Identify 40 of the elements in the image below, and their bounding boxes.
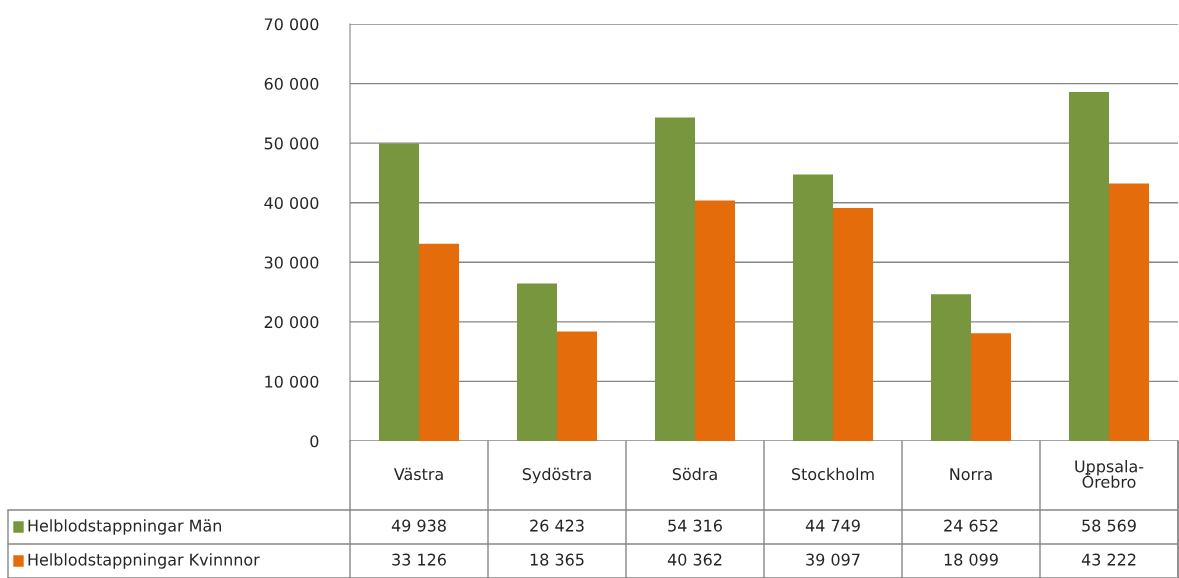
y-tick-label: 20 000 <box>264 316 319 329</box>
bar <box>557 331 598 441</box>
x-tick-label: Norra <box>950 468 992 481</box>
bar <box>516 283 557 441</box>
x-tick-label: Västra <box>393 467 443 481</box>
x-tick-label: Uppsala-Örebro <box>1075 460 1144 488</box>
y-tick-label: 0 <box>310 435 319 448</box>
y-tick-label: 40 000 <box>264 196 319 210</box>
data-label: 33 126 <box>392 553 446 566</box>
x-tick-label: Södra <box>672 467 717 481</box>
bar <box>971 333 1012 441</box>
data-label: 58 569 <box>1082 519 1136 532</box>
bar <box>654 117 695 441</box>
bar <box>930 294 971 441</box>
data-label: 24 652 <box>944 519 998 532</box>
legend-label: Helblodstappningar Kvinnnor <box>28 553 260 569</box>
data-label: 49 938 <box>391 519 446 532</box>
y-tick-label: 70 000 <box>264 18 319 31</box>
y-tick-label: 50 000 <box>264 137 319 150</box>
y-tick-label: 30 000 <box>264 256 319 269</box>
data-label: 18 365 <box>530 553 584 566</box>
bar <box>1109 183 1150 441</box>
bar <box>792 174 833 441</box>
bar <box>695 200 736 441</box>
data-label: 43 222 <box>1081 553 1136 566</box>
data-label: 26 423 <box>530 519 584 532</box>
data-label: 40 362 <box>667 553 722 566</box>
y-tick-label: 60 000 <box>264 77 319 90</box>
data-label: 39 097 <box>806 553 860 566</box>
x-tick-label: Stockholm <box>792 467 874 481</box>
bar <box>1068 92 1109 441</box>
bar <box>833 208 874 441</box>
data-label: 54 316 <box>668 519 722 532</box>
x-tick-label: Sydöstra <box>522 467 591 484</box>
y-tick-label: 10 000 <box>265 375 319 388</box>
legend-label: Helblodstappningar Män <box>28 519 221 535</box>
data-label: 18 099 <box>944 553 998 566</box>
bar <box>378 143 419 441</box>
data-label: 44 749 <box>805 519 860 532</box>
bar <box>419 243 460 441</box>
